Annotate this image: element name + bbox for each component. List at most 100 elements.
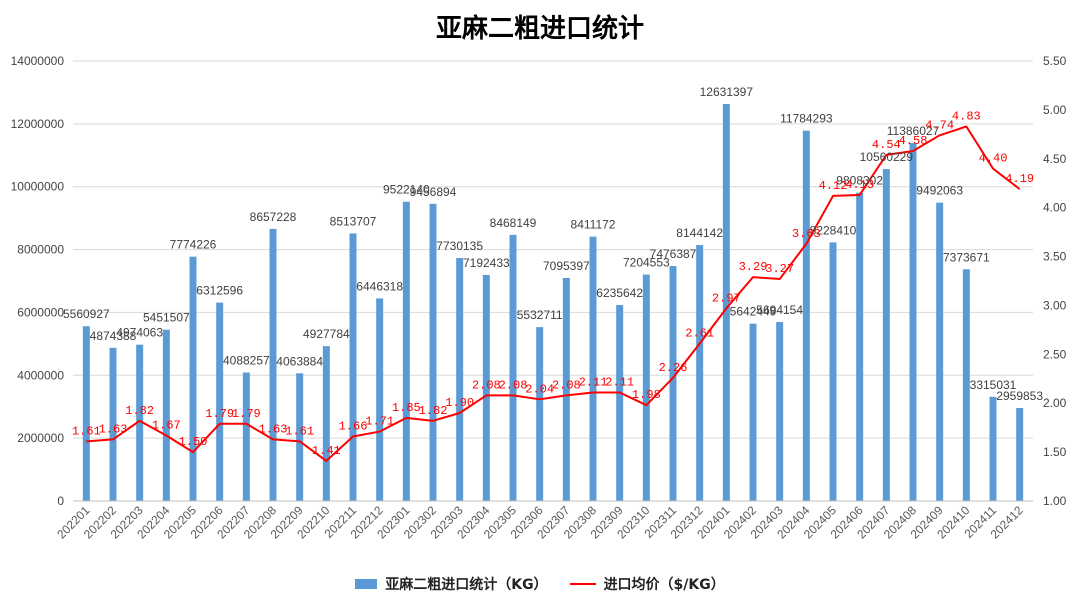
bar-data-label: 7373671 [943, 250, 990, 264]
bar-data-label: 3315031 [970, 378, 1017, 392]
chart-title: 亚麻二粗进口统计 [435, 14, 644, 44]
line-data-labels: 1.611.631.821.671.501.791.791.631.611.41… [72, 110, 1034, 458]
bar [109, 347, 117, 501]
line-data-label: 3.63 [792, 227, 821, 241]
bar [456, 258, 464, 501]
line-data-label: 2.97 [712, 291, 741, 305]
line-data-label: 4.54 [872, 138, 901, 152]
bar [882, 169, 890, 501]
bar [562, 278, 570, 501]
y2-tick-label: 2.50 [1043, 347, 1067, 361]
line-data-label: 2.61 [685, 327, 714, 341]
bar [722, 104, 730, 501]
line-data-label: 4.13 [845, 178, 874, 192]
y2-tick-label: 1.00 [1043, 494, 1067, 508]
line-data-label: 4.19 [1005, 172, 1034, 186]
price-line [86, 125, 1021, 462]
line-data-label: 1.79 [205, 407, 234, 421]
legend-item-line[interactable]: 进口均价（$/KG） [569, 574, 725, 594]
bar [589, 236, 597, 502]
bar-data-label: 4874388 [90, 329, 137, 343]
line-data-label: 1.50 [179, 435, 208, 449]
line-data-label: 2.08 [499, 378, 528, 392]
bar [322, 346, 330, 501]
y-axis-left-ticks: 0 2000000 4000000 6000000 8000000 10000000 120… [11, 54, 65, 508]
line-data-label: 2.11 [579, 375, 608, 389]
bar-data-label: 8657228 [250, 210, 297, 224]
y2-tick-label: 3.50 [1043, 250, 1067, 264]
y-tick-label: 4000000 [17, 368, 64, 382]
line-data-label: 1.82 [419, 404, 448, 418]
bar [749, 323, 757, 501]
bar-data-label: 2959853 [996, 389, 1043, 403]
bar [696, 245, 704, 501]
bar [802, 130, 810, 501]
bar [376, 298, 384, 501]
bar [162, 329, 170, 501]
y2-tick-label: 2.00 [1043, 396, 1067, 410]
bar-data-label: 6312596 [196, 284, 243, 298]
line-data-label: 1.61 [72, 424, 101, 438]
bar-data-label: 7095397 [543, 259, 590, 273]
y-tick-label: 2000000 [17, 431, 64, 445]
line-series [86, 125, 1021, 462]
line-data-label: 3.27 [765, 262, 794, 276]
line-data-label: 2.11 [605, 375, 634, 389]
line-data-label: 4.83 [952, 110, 981, 124]
bar [642, 274, 650, 501]
bar-data-label: 11386027 [887, 124, 940, 138]
y2-tick-label: 4.50 [1043, 152, 1067, 166]
legend-line-label: 进口均价（$/KG） [603, 577, 725, 593]
bar-data-label: 5560927 [63, 307, 110, 321]
bar [856, 192, 864, 501]
bar [509, 234, 517, 502]
bar-data-label: 7204553 [623, 256, 670, 270]
bar-data-label: 8468149 [490, 216, 537, 230]
bar-series [82, 104, 1024, 502]
bar [829, 242, 837, 501]
bar-data-label: 5532711 [517, 308, 563, 322]
bar [776, 322, 784, 501]
line-data-label: 1.98 [632, 388, 661, 402]
y2-tick-label: 1.50 [1043, 445, 1067, 459]
line-data-label: 2.04 [525, 382, 554, 396]
y-tick-label: 12000000 [11, 117, 65, 131]
bar [936, 202, 944, 501]
y2-tick-label: 3.00 [1043, 298, 1067, 312]
bar-data-label: 9492063 [916, 184, 963, 198]
bar [536, 327, 544, 501]
bar-data-label: 4063884 [276, 354, 323, 368]
bar [82, 326, 90, 501]
line-data-label: 4.40 [979, 152, 1008, 166]
bar [616, 305, 624, 501]
bar-data-label: 9522140 [383, 183, 430, 197]
bar-data-label: 5451507 [143, 311, 190, 325]
bar-data-label: 7730135 [436, 239, 483, 253]
y2-tick-label: 5.00 [1043, 103, 1067, 117]
legend-item-bar[interactable]: 亚麻二粗进口统计（KG） [355, 574, 548, 594]
bar-data-label: 6446318 [356, 279, 403, 293]
line-data-label: 2.08 [552, 378, 581, 392]
line-data-label: 2.08 [472, 378, 501, 392]
line-data-label: 1.63 [99, 422, 128, 436]
bar-data-label: 8228410 [810, 223, 857, 237]
bar-data-label: 7192433 [463, 256, 510, 270]
bar [482, 274, 490, 501]
bar-data-label: 7774226 [170, 238, 217, 252]
bar-data-label: 12631397 [700, 85, 754, 99]
bar [242, 372, 250, 501]
bar-data-label: 9808302 [836, 174, 883, 188]
y-tick-label: 14000000 [11, 54, 65, 68]
bar [962, 269, 970, 501]
line-data-label: 4.58 [899, 134, 928, 148]
y2-tick-label: 4.00 [1043, 201, 1067, 215]
y-tick-label: 0 [57, 494, 64, 508]
bar-data-label: 8144142 [676, 226, 723, 240]
bar [402, 201, 410, 502]
y-tick-label: 6000000 [17, 305, 64, 319]
legend: 亚麻二粗进口统计（KG） 进口均价（$/KG） [0, 574, 1080, 594]
bar-data-label: 6235642 [596, 286, 643, 300]
bar-data-label: 11784293 [780, 112, 833, 126]
